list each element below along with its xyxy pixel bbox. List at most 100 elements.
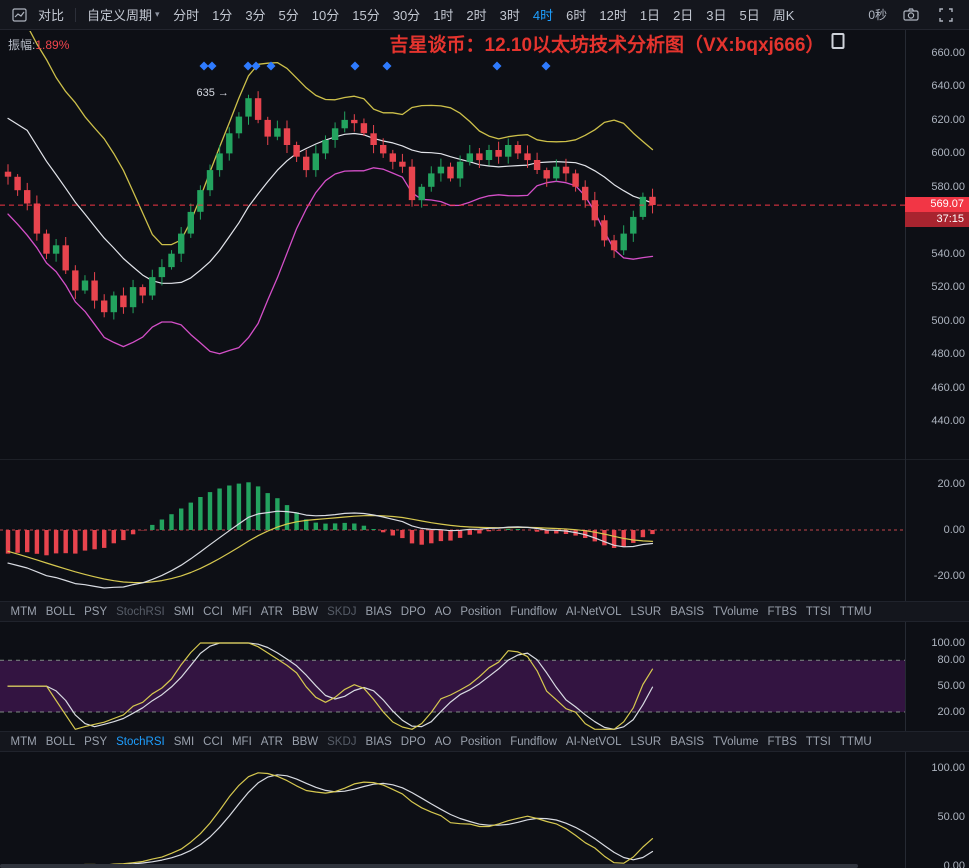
fullscreen-icon[interactable] [935, 8, 957, 22]
indicator-tab-skdj[interactable]: SKDJ [323, 736, 361, 748]
axis-tick-label: 100.00 [931, 762, 965, 774]
toolbar-divider [75, 8, 76, 22]
watermark-text: 吉星谈币：12.10以太坊技术分析图（VX:bqxj666） [390, 30, 825, 57]
indicator-tab-smi[interactable]: SMI [169, 736, 198, 748]
axis-tick-label: 0.00 [944, 524, 965, 536]
axis-tick-label: 50.00 [937, 680, 965, 692]
timeframe-item-17[interactable]: 周K [766, 5, 801, 24]
chart-application: 对比 自定义周期 ▾ 分时1分3分5分10分15分30分1时2时3时4时6时12… [0, 0, 969, 868]
indicator-tab-lsur[interactable]: LSUR [626, 606, 666, 618]
indicator-tab-smi[interactable]: SMI [169, 606, 198, 618]
indicator-tab-ao[interactable]: AO [430, 606, 456, 618]
indicator-tab-position[interactable]: Position [456, 736, 506, 748]
indicator-tab-stochrsi[interactable]: StochRSI [112, 606, 170, 618]
indicator-tab-ai-netvol[interactable]: AI-NetVOL [561, 606, 626, 618]
timeframe-item-6[interactable]: 30分 [386, 5, 426, 24]
indicator-tab-dpo[interactable]: DPO [396, 736, 430, 748]
indicator-tab-dpo[interactable]: DPO [396, 606, 430, 618]
timeframe-item-10[interactable]: 4时 [526, 5, 559, 24]
price-panel-layer [5, 23, 656, 354]
indicator-tab-position[interactable]: Position [456, 606, 506, 618]
timeframe-item-7[interactable]: 1时 [427, 5, 460, 24]
indicator-tab-basis[interactable]: BASIS [666, 606, 709, 618]
amplitude-label: 振幅: [8, 38, 35, 52]
timeframe-item-16[interactable]: 5日 [733, 5, 766, 24]
watermark-title: 吉星谈币：12.10以太坊技术分析图（VX:bqxj666） [390, 30, 845, 57]
indicator-tab-atr[interactable]: ATR [256, 736, 287, 748]
compare-button[interactable]: 对比 [31, 5, 71, 24]
bottom-oscillator-layer [8, 773, 653, 866]
indicator-tab-bbw[interactable]: BBW [287, 606, 322, 618]
indicator-tab-cci[interactable]: CCI [199, 606, 228, 618]
timeframe-item-2[interactable]: 3分 [239, 5, 272, 24]
timeframe-list: 分时1分3分5分10分15分30分1时2时3时4时6时12时1日2日3日5日周K [167, 5, 801, 24]
candle-countdown-badge: 37:15 [905, 212, 969, 227]
indicator-tab-ttmu[interactable]: TTMU [835, 606, 876, 618]
indicator-tab-ao[interactable]: AO [430, 736, 456, 748]
indicator-tab-mfi[interactable]: MFI [227, 736, 256, 748]
chart-style-icon[interactable] [8, 8, 31, 22]
axis-tick-label: 620.00 [931, 114, 965, 126]
window-icon [831, 33, 844, 49]
indicator-tab-basis[interactable]: BASIS [666, 736, 709, 748]
indicator-tab-tvolume[interactable]: TVolume [709, 606, 763, 618]
axis-tick-label: 660.00 [931, 47, 965, 59]
timeframe-item-14[interactable]: 2日 [667, 5, 700, 24]
timeframe-item-0[interactable]: 分时 [167, 5, 206, 24]
indicator-tab-mtm[interactable]: MTM [6, 606, 41, 618]
indicator-tab-stochrsi[interactable]: StochRSI [112, 736, 170, 748]
custom-period-label: 自定义周期 [87, 5, 152, 24]
indicator-tab-fundflow[interactable]: Fundflow [506, 606, 562, 618]
indicator-tab-boll[interactable]: BOLL [41, 736, 79, 748]
indicator-tab-mfi[interactable]: MFI [227, 606, 256, 618]
axis-tick-label: 440.00 [931, 415, 965, 427]
timeframe-item-5[interactable]: 15分 [346, 5, 386, 24]
indicator-tab-bias[interactable]: BIAS [361, 736, 396, 748]
timeframe-item-1[interactable]: 1分 [206, 5, 239, 24]
axis-tick-label: 50.00 [937, 811, 965, 823]
indicator-tab-cci[interactable]: CCI [199, 736, 228, 748]
indicator-tab-ftbs[interactable]: FTBS [763, 606, 801, 618]
indicator-tab-ttsi[interactable]: TTSI [801, 606, 835, 618]
toolbar-right-group: 0秒 [868, 6, 961, 23]
indicator-tab-boll[interactable]: BOLL [41, 606, 79, 618]
axis-tick-label: -20.00 [934, 570, 965, 582]
axis-tick-label: 600.00 [931, 147, 965, 159]
indicator-tab-mtm[interactable]: MTM [6, 736, 41, 748]
indicator-tab-fundflow[interactable]: Fundflow [506, 736, 562, 748]
indicator-tab-psy[interactable]: PSY [80, 606, 112, 618]
timeframe-item-4[interactable]: 10分 [305, 5, 345, 24]
camera-icon[interactable] [899, 8, 923, 21]
macd-panel-layer [0, 482, 905, 588]
amplitude-readout: 振幅:1.89% [8, 36, 69, 53]
indicator-tab-tvolume[interactable]: TVolume [709, 736, 763, 748]
axis-tick-label: 540.00 [931, 248, 965, 260]
axis-tick-label: 100.00 [931, 637, 965, 649]
timeframe-item-11[interactable]: 6时 [560, 5, 593, 24]
indicator-tab-bias[interactable]: BIAS [361, 606, 396, 618]
amplitude-value: 1.89% [35, 38, 69, 52]
axis-tick-label: 460.00 [931, 382, 965, 394]
custom-period-button[interactable]: 自定义周期 ▾ [80, 5, 167, 24]
peak-price-annotation: 635 → [197, 87, 229, 99]
axis-tick-label: 500.00 [931, 315, 965, 327]
timeframe-item-12[interactable]: 12时 [593, 5, 633, 24]
axis-tick-label: 580.00 [931, 181, 965, 193]
timeframe-item-9[interactable]: 3时 [493, 5, 526, 24]
indicator-tab-ttmu[interactable]: TTMU [835, 736, 876, 748]
timeframe-item-13[interactable]: 1日 [633, 5, 666, 24]
timeframe-item-3[interactable]: 5分 [272, 5, 305, 24]
indicator-tab-ttsi[interactable]: TTSI [801, 736, 835, 748]
timeframe-item-15[interactable]: 3日 [700, 5, 733, 24]
axis-tick-label: 640.00 [931, 80, 965, 92]
indicator-tab-bbw[interactable]: BBW [287, 736, 322, 748]
indicator-tab-bar-2: MTMBOLLPSYStochRSISMICCIMFIATRBBWSKDJBIA… [0, 731, 969, 752]
indicator-tab-ai-netvol[interactable]: AI-NetVOL [561, 736, 626, 748]
indicator-tab-atr[interactable]: ATR [256, 606, 287, 618]
chevron-down-icon: ▾ [155, 9, 160, 20]
indicator-tab-psy[interactable]: PSY [80, 736, 112, 748]
timeframe-item-8[interactable]: 2时 [460, 5, 493, 24]
indicator-tab-lsur[interactable]: LSUR [626, 736, 666, 748]
indicator-tab-ftbs[interactable]: FTBS [763, 736, 801, 748]
indicator-tab-skdj[interactable]: SKDJ [323, 606, 361, 618]
